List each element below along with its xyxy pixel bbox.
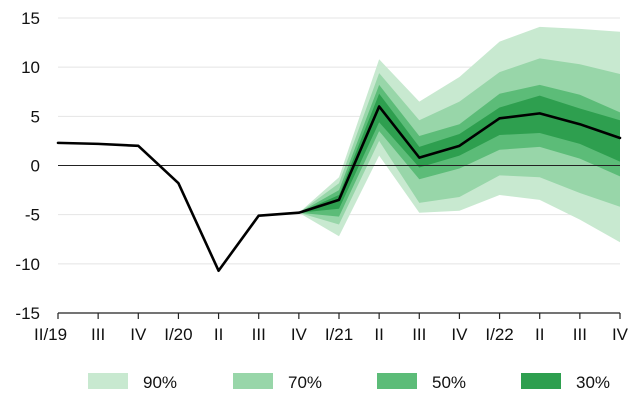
legend-swatch-70pct [233,373,273,389]
x-tick-label: II [374,325,383,344]
x-tick-label: II/19 [34,325,67,344]
y-axis: 15 10 5 0 -5 -10 -15 [15,9,40,323]
y-tick-label: 15 [21,9,40,28]
y-tick-label: -15 [15,304,40,323]
x-tick-label: IV [451,325,468,344]
x-tick-label: I/20 [164,325,192,344]
y-tick-label: 10 [21,58,40,77]
x-tick-label: III [412,325,426,344]
x-tick-label: IV [291,325,308,344]
fan-band-30pct [298,93,620,213]
x-tick-label: III [91,325,105,344]
x-axis: II/19 III IV I/20 II III IV I/21 II III IV I/22 II II… [34,312,629,344]
legend-swatch-90pct [88,373,128,389]
fan-bands [298,26,620,243]
x-tick-label: I/22 [485,325,513,344]
legend-swatch-30pct [521,373,561,389]
y-tick-label: 0 [31,157,40,176]
x-tick-label: IV [612,325,629,344]
legend-label: 70% [288,373,322,392]
x-tick-label: III [252,325,266,344]
y-tick-label: -10 [15,255,40,274]
series-lines [56,105,622,273]
x-tick-label: I/21 [325,325,353,344]
legend-swatch-50pct [377,373,417,389]
legend: 90% 70% 50% 30% [88,373,610,392]
y-tick-label: -5 [25,206,40,225]
legend-label: 90% [143,373,177,392]
legend-label: 30% [576,373,610,392]
y-tick-label: 5 [31,107,40,126]
legend-label: 50% [432,373,466,392]
x-tick-label: II [535,325,544,344]
x-tick-label: IV [130,325,147,344]
x-tick-label: III [573,325,587,344]
x-tick-label: II [214,325,223,344]
